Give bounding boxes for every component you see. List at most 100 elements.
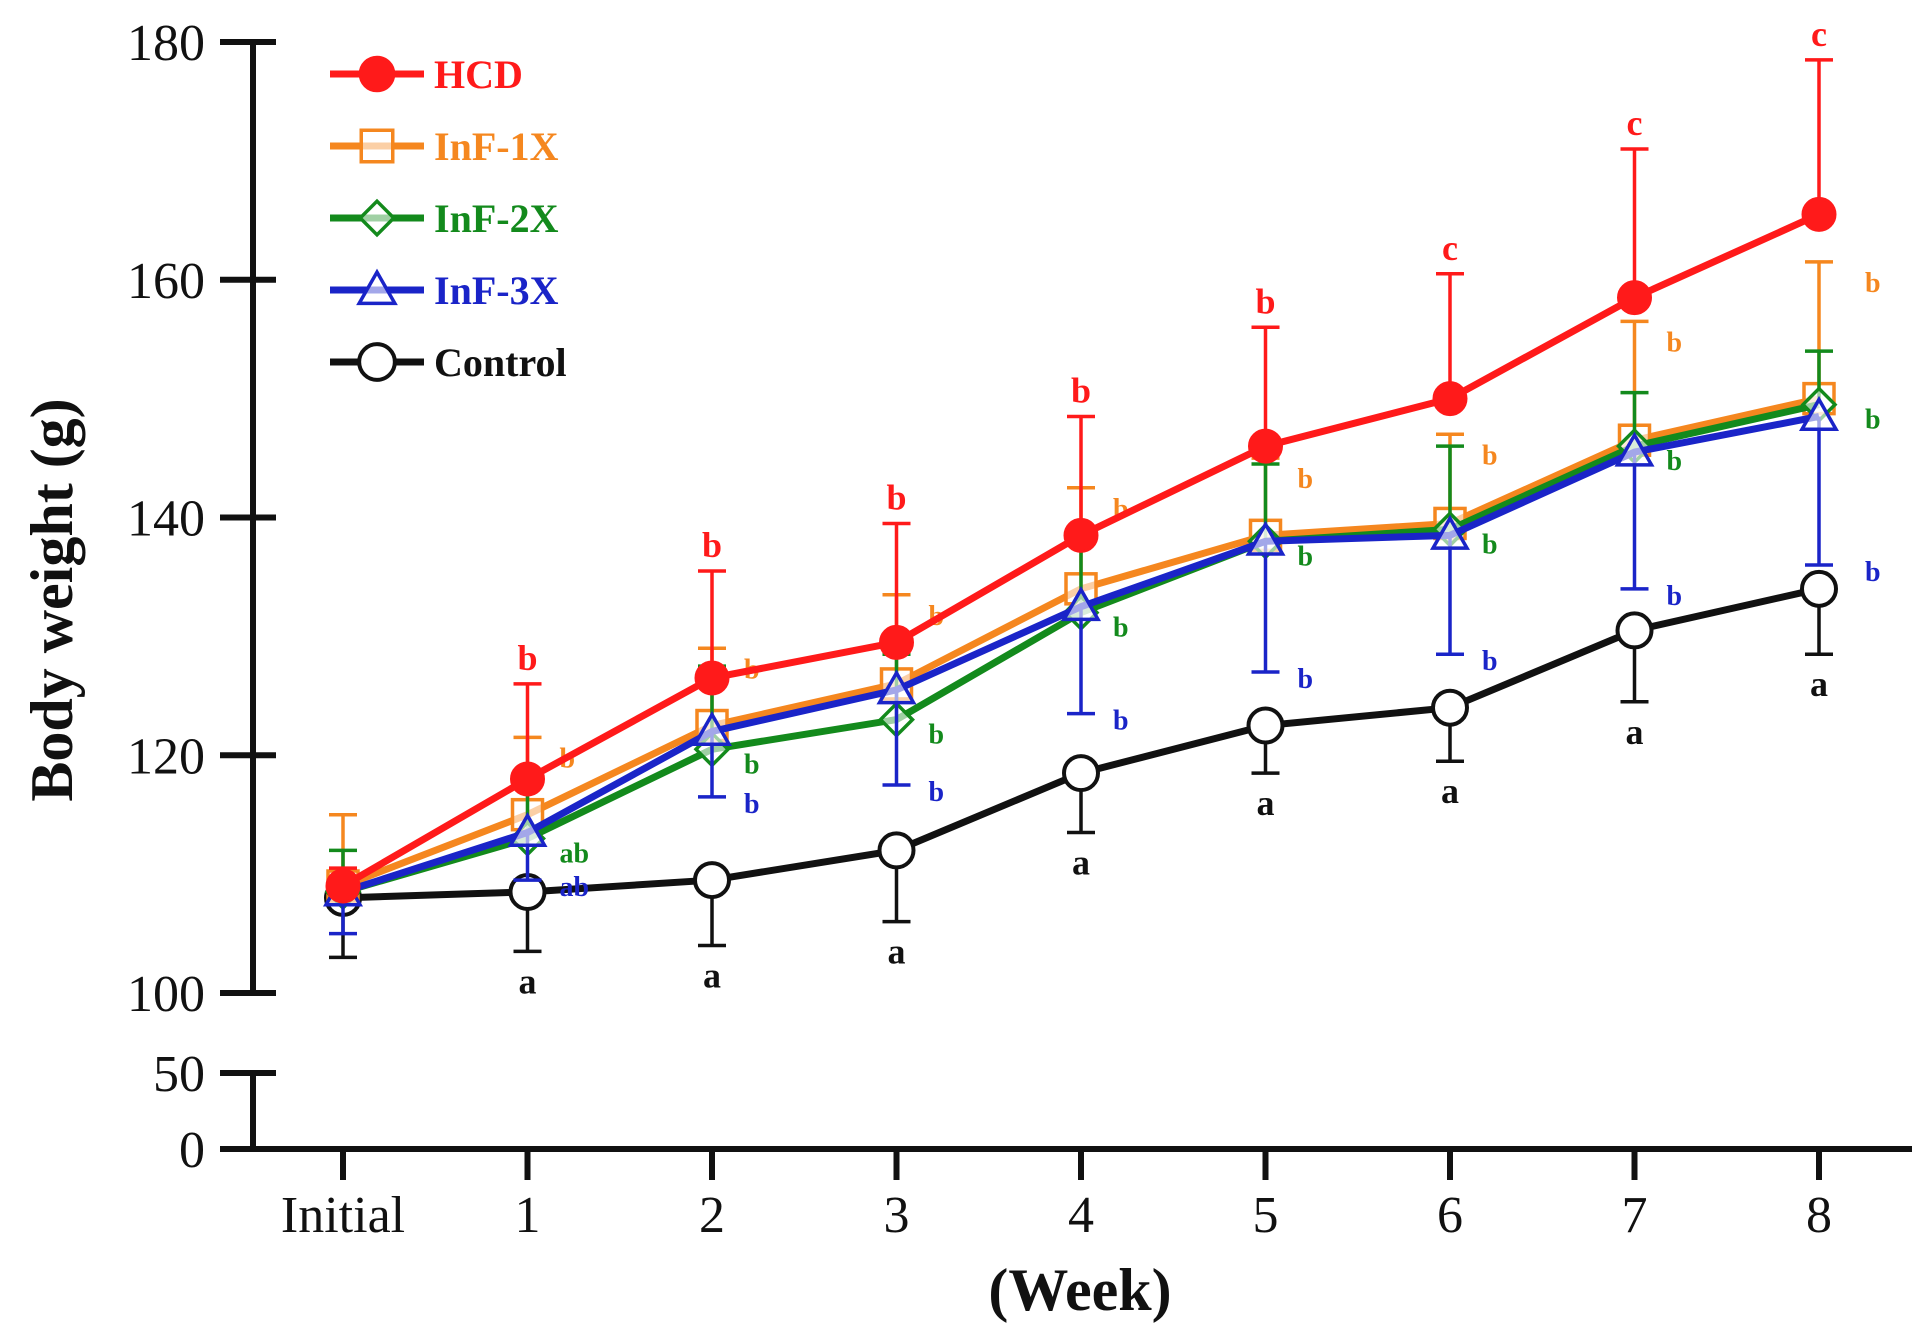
significance-label: b	[1298, 541, 1314, 572]
y-tick-label: 0	[179, 1122, 205, 1179]
data-point	[877, 831, 916, 870]
y-tick-label: 120	[127, 728, 205, 785]
legend-marker	[357, 342, 397, 382]
data-point	[1617, 280, 1652, 316]
significance-label: ab	[560, 872, 590, 903]
legend-label: InF-1X	[434, 124, 559, 169]
significance-label: a	[1626, 712, 1644, 752]
significance-label: b	[929, 720, 945, 751]
data-point	[1801, 196, 1837, 232]
significance-label: b	[1298, 464, 1314, 495]
axes: 0 50 100 120 140 160 180 Initial 1 2 3 4 5 6 7 8	[127, 15, 1912, 1244]
significance-label: c	[1442, 228, 1458, 268]
data-point	[694, 660, 730, 696]
data-point	[325, 868, 361, 904]
legend-marker	[357, 198, 397, 238]
legend-item: InF-3X	[330, 268, 559, 313]
x-tick-label: 1	[515, 1187, 541, 1244]
data-point	[1245, 520, 1286, 556]
data-point	[1431, 688, 1469, 727]
data-point	[693, 861, 731, 900]
significance-label: b	[1865, 557, 1881, 588]
y-tick-label: 50	[153, 1046, 205, 1103]
legend-item: Control	[330, 340, 567, 385]
y-tick-label: 160	[127, 253, 205, 310]
significance-label: b	[1482, 440, 1498, 471]
legend-label: HCD	[434, 52, 523, 97]
legend-label: Control	[434, 340, 567, 385]
data-point	[691, 710, 733, 746]
y-tick-label: 100	[127, 966, 205, 1023]
significance-label: a	[1441, 771, 1459, 811]
data-point	[1798, 395, 1840, 431]
data-point	[507, 811, 548, 848]
legend: HCD InF-1X InF-2X InF-3X Control	[330, 52, 567, 385]
significance-label: b	[929, 777, 945, 808]
x-tick-label: 5	[1253, 1187, 1279, 1244]
significance-label: b	[702, 525, 722, 565]
significance-label: b	[1667, 581, 1683, 612]
data-point	[879, 624, 914, 660]
data-point	[1800, 569, 1838, 608]
x-tick-label: 4	[1068, 1187, 1094, 1244]
data-point	[876, 669, 917, 705]
significance-label: b	[1113, 613, 1129, 644]
data-point	[1246, 706, 1285, 745]
legend-marker	[359, 128, 395, 164]
significance-label: b	[1482, 646, 1498, 677]
y-tick-label: 140	[127, 491, 205, 548]
x-tick-label: 3	[884, 1187, 910, 1244]
data-point	[510, 761, 545, 797]
legend-item: InF-1X	[330, 124, 559, 169]
significance-label: b	[886, 477, 906, 517]
y-axis-title: Body weight (g)	[19, 398, 85, 801]
series-control: a a a a a a a a	[324, 569, 1838, 1001]
data-point	[1062, 754, 1100, 793]
significance-label: b	[744, 789, 760, 820]
significance-label: b	[1482, 529, 1498, 560]
x-tick-label: 7	[1622, 1187, 1648, 1244]
significance-label: a	[1072, 843, 1090, 883]
significance-label: b	[1865, 268, 1881, 299]
significance-label: b	[1667, 327, 1683, 358]
significance-label: b	[744, 749, 760, 780]
legend-label: InF-3X	[434, 268, 559, 313]
significance-label: b	[1298, 664, 1314, 695]
data-point	[1614, 431, 1655, 467]
x-tick-label: Initial	[281, 1187, 405, 1244]
significance-label: a	[703, 955, 721, 995]
significance-label: b	[1113, 706, 1129, 737]
y-tick-label: 180	[127, 15, 205, 72]
significance-label: a	[519, 961, 537, 1001]
significance-label: b	[1255, 281, 1275, 321]
significance-label: b	[1865, 405, 1881, 436]
legend-item: HCD	[330, 52, 523, 97]
legend-marker	[356, 268, 398, 306]
legend-label: InF-2X	[434, 196, 559, 241]
data-point	[1615, 611, 1654, 650]
data-point	[1429, 514, 1471, 550]
data-point	[1248, 428, 1283, 464]
significance-label: a	[888, 932, 906, 972]
significance-label: b	[1667, 446, 1683, 477]
significance-label: a	[1257, 783, 1275, 823]
data-point	[1432, 381, 1468, 417]
significance-label: ab	[560, 838, 590, 869]
significance-label: c	[1811, 14, 1827, 54]
x-tick-label: 8	[1806, 1187, 1832, 1244]
significance-label: b	[517, 638, 537, 678]
data-point	[1060, 586, 1102, 622]
significance-label: c	[1627, 103, 1643, 143]
significance-label: a	[1810, 664, 1828, 704]
data-point	[1063, 517, 1099, 553]
significance-label: b	[1071, 370, 1091, 410]
x-tick-label: 6	[1437, 1187, 1463, 1244]
x-axis-title: (Week)	[988, 1257, 1171, 1323]
x-tick-label: 2	[699, 1187, 725, 1244]
legend-item: InF-2X	[330, 196, 559, 241]
legend-marker	[358, 55, 396, 93]
